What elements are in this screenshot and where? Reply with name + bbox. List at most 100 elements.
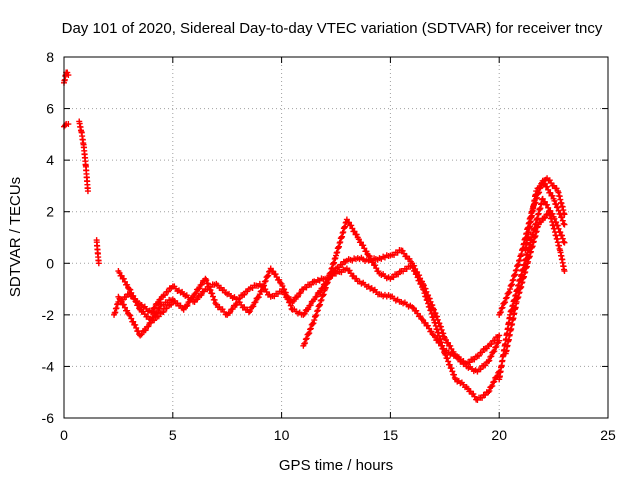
data-point xyxy=(294,293,301,300)
data-point xyxy=(373,265,380,272)
data-point xyxy=(314,307,321,314)
data-point xyxy=(279,282,286,289)
data-point xyxy=(314,308,321,315)
data-point xyxy=(133,299,140,306)
data-point xyxy=(372,262,379,269)
data-point xyxy=(116,269,123,276)
data-point xyxy=(245,309,252,316)
data-point xyxy=(204,280,211,287)
data-point xyxy=(169,298,176,305)
data-point xyxy=(488,341,495,348)
y-tick-label: -2 xyxy=(42,307,55,323)
data-point xyxy=(160,309,167,316)
data-point xyxy=(319,292,326,299)
data-point xyxy=(561,268,568,275)
data-point xyxy=(261,282,268,289)
data-point xyxy=(428,310,435,317)
data-point xyxy=(426,304,433,311)
data-point xyxy=(343,216,350,223)
data-point xyxy=(307,325,314,332)
data-point xyxy=(413,271,420,278)
data-point xyxy=(180,306,187,313)
data-point xyxy=(209,290,216,297)
data-point xyxy=(281,286,288,293)
data-point xyxy=(421,290,428,297)
data-point xyxy=(440,330,447,337)
data-point xyxy=(247,308,254,315)
data-point xyxy=(306,330,313,337)
x-tick-label: 25 xyxy=(600,427,616,443)
y-tick-label: -4 xyxy=(42,358,55,374)
data-point xyxy=(260,283,267,290)
data-point xyxy=(65,72,72,79)
data-point xyxy=(309,320,316,327)
data-point xyxy=(358,239,365,246)
data-point xyxy=(132,321,139,328)
data-point xyxy=(156,305,163,312)
data-point xyxy=(502,295,509,302)
data-point xyxy=(547,189,554,196)
data-point xyxy=(151,304,158,311)
data-point xyxy=(241,291,248,298)
data-point xyxy=(317,301,324,308)
data-point xyxy=(261,278,268,285)
data-point xyxy=(445,339,452,346)
data-point xyxy=(448,345,455,352)
y-tick-label: 4 xyxy=(46,152,54,168)
data-point xyxy=(301,310,308,317)
data-point xyxy=(348,222,355,229)
data-point xyxy=(353,231,360,238)
data-point xyxy=(190,294,197,301)
data-point xyxy=(133,324,140,331)
data-point xyxy=(255,294,262,301)
data-point xyxy=(186,298,193,305)
data-point xyxy=(416,277,423,284)
data-point xyxy=(307,302,314,309)
y-tick-label: -6 xyxy=(42,410,55,426)
data-point xyxy=(367,256,374,263)
data-point xyxy=(124,281,131,288)
data-point xyxy=(207,287,214,294)
data-point xyxy=(311,317,318,324)
y-axis-label: SDTVAR / TECUs xyxy=(7,177,24,297)
data-point xyxy=(142,327,149,334)
data-point xyxy=(450,348,457,355)
data-point xyxy=(424,322,431,329)
x-tick-label: 10 xyxy=(274,427,290,443)
y-tick-label: 2 xyxy=(46,204,54,220)
data-point xyxy=(503,294,510,301)
data-point xyxy=(151,317,158,324)
data-point xyxy=(135,302,142,309)
data-point xyxy=(447,342,454,349)
data-point xyxy=(264,273,271,280)
data-point xyxy=(132,296,139,303)
data-point xyxy=(287,302,294,309)
data-point xyxy=(312,312,319,319)
data-point xyxy=(558,232,565,239)
data-point xyxy=(191,291,198,298)
data-point xyxy=(559,217,566,224)
data-point xyxy=(130,318,137,325)
data-point xyxy=(316,302,323,309)
data-point xyxy=(428,328,435,335)
data-point xyxy=(165,288,172,295)
data-point xyxy=(491,348,498,355)
data-point xyxy=(162,292,169,299)
data-point xyxy=(497,309,504,316)
x-tick-label: 0 xyxy=(60,427,68,443)
data-point xyxy=(451,371,458,378)
data-point xyxy=(136,305,143,312)
data-point xyxy=(62,122,69,129)
data-point xyxy=(121,304,128,311)
data-point xyxy=(560,220,567,227)
data-point xyxy=(307,326,314,333)
data-point xyxy=(283,292,290,299)
y-tick-label: 6 xyxy=(46,101,54,117)
data-point xyxy=(286,299,293,306)
data-point xyxy=(118,298,125,305)
data-point xyxy=(561,221,568,228)
data-point xyxy=(486,357,493,364)
data-point xyxy=(128,315,135,322)
data-point xyxy=(496,332,503,339)
plot-frame xyxy=(63,56,609,419)
